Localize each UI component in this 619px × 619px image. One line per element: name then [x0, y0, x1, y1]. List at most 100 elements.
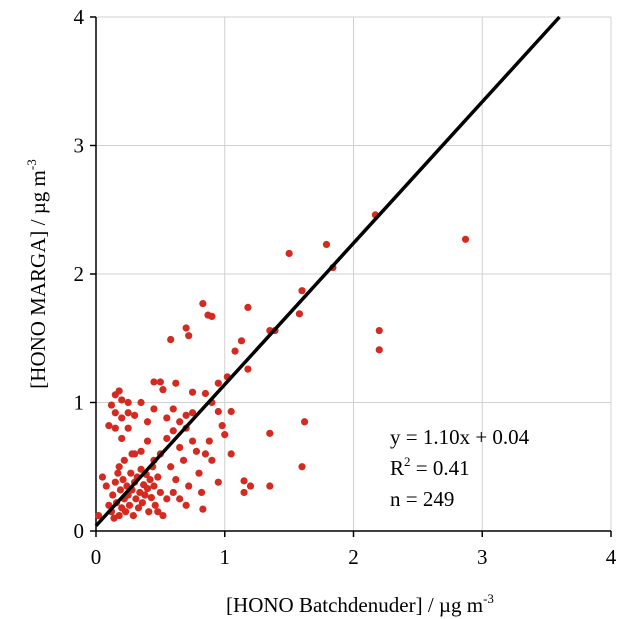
point — [240, 477, 248, 485]
y-label-text: [HONO MARGA] / µg m — [26, 170, 50, 389]
point — [105, 501, 113, 509]
point — [205, 437, 213, 445]
point — [127, 469, 135, 477]
point — [300, 418, 309, 426]
point — [244, 365, 252, 373]
annotation: n = 249 — [390, 487, 454, 511]
point — [214, 407, 222, 416]
point — [132, 495, 140, 503]
point — [122, 508, 130, 516]
point — [188, 409, 197, 417]
y-tick-label: 3 — [74, 134, 85, 158]
point — [322, 240, 331, 249]
point — [137, 465, 145, 473]
annotation-text: n = 249 — [390, 487, 454, 511]
point — [111, 478, 119, 486]
point — [151, 501, 159, 509]
point — [197, 488, 206, 497]
point — [172, 379, 180, 387]
point — [237, 337, 246, 345]
point — [298, 287, 306, 295]
point — [143, 484, 152, 493]
point — [124, 424, 132, 432]
point — [118, 396, 126, 404]
point — [221, 431, 229, 439]
x-tick-label: 4 — [606, 545, 617, 569]
point — [107, 401, 116, 409]
point — [120, 456, 128, 464]
point — [131, 411, 139, 419]
point — [114, 469, 122, 477]
point — [176, 418, 184, 426]
annotation-rest: = 0.41 — [411, 456, 470, 480]
point — [146, 476, 154, 484]
point — [179, 456, 188, 464]
point — [176, 443, 184, 452]
point — [156, 378, 164, 386]
point — [159, 511, 167, 520]
point — [111, 391, 119, 399]
point — [461, 235, 470, 243]
point — [163, 434, 171, 443]
y-label-sup: -3 — [24, 159, 39, 170]
point — [218, 422, 226, 430]
point — [137, 447, 145, 455]
point — [285, 249, 293, 258]
point — [182, 411, 190, 419]
point — [246, 482, 255, 490]
point — [138, 499, 146, 507]
x-label-sup: -3 — [483, 591, 494, 606]
point — [182, 501, 190, 509]
y-tick-label: 4 — [74, 5, 85, 29]
point — [159, 386, 167, 394]
point — [298, 463, 306, 471]
point — [150, 405, 158, 413]
point — [134, 504, 143, 512]
point — [231, 347, 239, 355]
point — [143, 418, 152, 426]
point — [176, 495, 184, 503]
point — [208, 456, 216, 464]
point — [163, 414, 171, 422]
x-tick-label: 1 — [220, 545, 231, 569]
point — [188, 388, 197, 396]
point — [208, 312, 216, 321]
x-label-text: [HONO Batchdenuder] / µg m — [226, 593, 483, 617]
point — [192, 447, 201, 455]
point — [214, 379, 222, 387]
point — [111, 409, 119, 417]
point — [169, 488, 177, 497]
point — [137, 398, 145, 407]
point — [94, 511, 103, 520]
point — [227, 407, 235, 416]
point — [102, 482, 110, 490]
point — [131, 450, 139, 458]
point — [147, 493, 155, 502]
y-axis-label: [HONO MARGA] / µg m-3 — [24, 159, 50, 388]
point — [266, 429, 274, 437]
point — [188, 437, 197, 445]
point — [154, 473, 162, 481]
point — [199, 505, 207, 513]
point — [244, 303, 252, 312]
point — [141, 491, 149, 499]
point — [375, 326, 383, 335]
y-tick-label: 0 — [74, 519, 85, 543]
point — [145, 508, 153, 516]
x-tick-label: 2 — [348, 545, 359, 569]
point — [109, 491, 117, 499]
point — [240, 488, 248, 497]
x-tick-label: 0 — [91, 545, 102, 569]
point — [266, 482, 274, 490]
annotation: R2 = 0.41 — [390, 454, 470, 480]
annotation-text: y = 1.10x + 0.04 — [390, 425, 530, 449]
point — [129, 511, 137, 520]
point — [119, 476, 127, 484]
point — [227, 450, 235, 458]
x-axis-label: [HONO Batchdenuder] / µg m-3 — [226, 591, 494, 617]
point — [125, 501, 134, 509]
point — [115, 511, 123, 520]
point — [154, 508, 162, 516]
point — [169, 405, 177, 413]
